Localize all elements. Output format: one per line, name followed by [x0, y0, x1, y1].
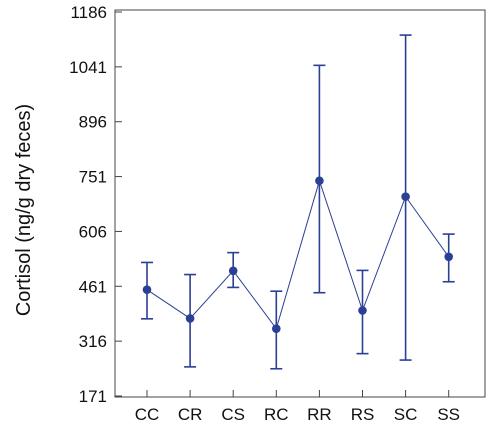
series-line [146, 179, 450, 330]
data-point-cs [228, 266, 238, 276]
x-tick-label-sc: SC [394, 405, 418, 424]
x-tick-label-cr: CR [178, 405, 203, 424]
x-tick-label-rr: RR [307, 405, 332, 424]
y-tick-label: 171 [79, 387, 107, 406]
series-layer [141, 34, 455, 370]
data-point-sc [401, 192, 410, 201]
y-tick-label: 606 [79, 222, 107, 241]
x-tick-label-cc: CC [135, 405, 160, 424]
x-tick-label-ss: SS [437, 405, 460, 424]
y-tick-label: 1041 [69, 58, 107, 77]
y-tick-label: 316 [79, 332, 107, 351]
x-tick-label-rc: RC [264, 405, 289, 424]
y-axis: 171 316 461 606 751 896 1041 1186 [69, 3, 122, 406]
data-point-cc [142, 285, 152, 294]
plot-area-frame [114, 9, 486, 398]
y-tick-label: 751 [79, 168, 107, 187]
y-tick-label: 461 [79, 277, 107, 296]
y-tick-label: 896 [79, 113, 107, 132]
y-axis-title: Cortisol (ng/g dry feces) [13, 104, 35, 316]
data-point-cr [185, 314, 195, 323]
x-tick-label-cs: CS [221, 405, 245, 424]
x-axis: CC CR CS RC RR RS SC SS [135, 390, 460, 424]
y-tick-label: 1186 [70, 3, 107, 22]
x-tick-label-rs: RS [351, 405, 375, 424]
data-point-rc [272, 324, 281, 333]
data-point-rs [358, 306, 367, 315]
data-point-ss [444, 252, 454, 262]
data-point-rr [315, 176, 324, 186]
